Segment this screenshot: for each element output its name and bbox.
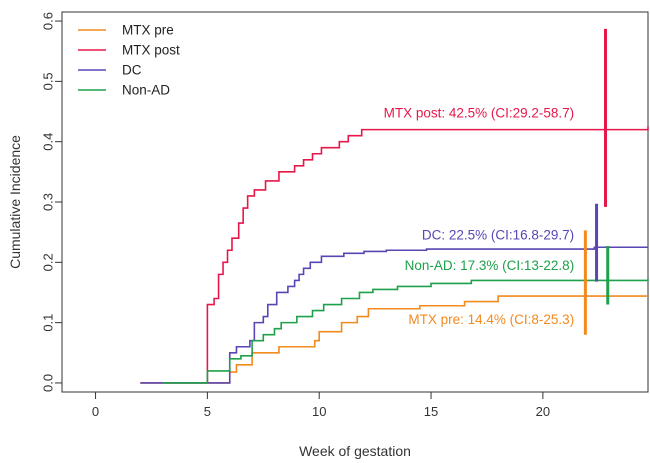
legend-label-mtx-pre: MTX pre [122,23,174,38]
series-line-dc [140,246,648,384]
x-tick-label: 0 [92,404,99,419]
x-axis: 0 5 10 15 20 [92,392,550,419]
x-axis-title: Week of gestation [299,443,411,459]
legend-label-non-ad: Non-AD [122,83,170,98]
annotations: MTX post: 42.5% (CI:29.2-58.7) DC: 22.5% … [384,106,575,327]
y-tick-label: 0.1 [41,314,56,332]
plot-frame [61,11,649,393]
annotation-label: Non-AD: 17.3% (CI:13-22.8) [405,258,575,273]
ci-bars [583,28,610,335]
y-axis: 0.0 0.1 0.2 0.3 0.4 0.5 0.6 [41,12,62,392]
series-line-non-ad [162,278,649,384]
y-tick-label: 0.6 [41,12,56,30]
annotation-label: MTX pre: 14.4% (CI:8-25.3) [408,312,574,327]
legend-label-dc: DC [122,63,142,78]
x-tick-label: 15 [424,404,438,419]
series-line-mtx-pre [140,295,648,384]
plot-border [61,11,649,393]
annotation-label: MTX post: 42.5% (CI:29.2-58.7) [384,106,575,121]
y-tick-label: 0.0 [41,374,56,392]
y-tick-label: 0.2 [41,253,56,271]
y-tick-label: 0.3 [41,193,56,211]
x-tick-label: 20 [536,404,550,419]
x-tick-label: 10 [312,404,326,419]
x-tick-label: 5 [204,404,211,419]
series-line-mtx-post [206,126,649,383]
annotation-label: DC: 22.5% (CI:16.8-29.7) [422,227,574,242]
y-axis-title: Cumulative Incidence [7,135,23,269]
y-tick-label: 0.4 [41,133,56,151]
y-tick-label: 0.5 [41,72,56,90]
legend: MTX pre MTX post DC Non-AD [78,23,180,98]
series-layer [140,126,649,384]
legend-label-mtx-post: MTX post [122,43,180,58]
